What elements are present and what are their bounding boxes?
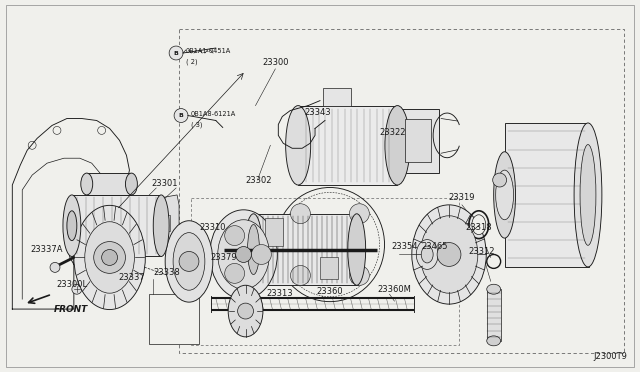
Ellipse shape [349,204,369,224]
Text: ( 2): ( 2) [186,59,198,65]
Text: ( 3): ( 3) [191,121,202,128]
Bar [397,109,439,173]
Text: 23301: 23301 [151,179,177,187]
Circle shape [237,303,253,319]
Circle shape [179,251,199,271]
Ellipse shape [74,205,145,310]
Ellipse shape [385,106,410,185]
Text: 23354: 23354 [391,242,418,251]
Text: B: B [173,51,179,55]
Ellipse shape [81,173,93,195]
Circle shape [174,109,188,122]
Ellipse shape [416,240,438,269]
Text: 23313: 23313 [266,289,293,298]
Ellipse shape [574,123,602,267]
Circle shape [493,173,507,187]
Bar [266,218,284,246]
Text: 23343: 23343 [305,108,332,117]
Ellipse shape [165,221,213,302]
Bar [487,289,500,341]
Bar [320,257,338,279]
Ellipse shape [125,173,138,195]
Text: 23465: 23465 [422,242,449,251]
Polygon shape [149,195,179,247]
Text: 23318: 23318 [465,223,492,232]
Bar [179,29,624,353]
Ellipse shape [84,222,134,293]
Bar [87,173,131,195]
Text: J2300T9: J2300T9 [594,352,628,361]
Bar [504,124,589,267]
Ellipse shape [412,205,486,304]
Circle shape [93,241,125,273]
Circle shape [225,263,244,283]
Ellipse shape [349,266,369,285]
Ellipse shape [228,285,263,337]
Ellipse shape [218,220,269,289]
Ellipse shape [421,246,433,263]
Ellipse shape [173,232,205,290]
Text: 23337: 23337 [118,273,145,282]
Ellipse shape [291,266,310,285]
Ellipse shape [210,210,277,299]
Ellipse shape [291,204,310,224]
Bar [405,119,431,162]
Ellipse shape [348,214,365,285]
Ellipse shape [248,225,259,275]
Ellipse shape [472,215,486,235]
Bar [323,88,351,106]
Bar [72,195,161,256]
Text: 23312: 23312 [468,247,495,256]
Text: 23379: 23379 [211,253,237,262]
Ellipse shape [580,145,596,245]
Bar [149,294,199,344]
Text: 23319: 23319 [449,193,475,202]
Text: 23337A: 23337A [31,245,63,254]
Text: 23322: 23322 [380,128,406,137]
Text: 23300L: 23300L [56,280,88,289]
Ellipse shape [493,152,516,238]
Ellipse shape [67,211,77,241]
Circle shape [437,243,461,266]
Text: 23300: 23300 [262,58,289,67]
Bar [154,215,170,231]
Ellipse shape [420,216,478,293]
Ellipse shape [153,195,169,256]
Ellipse shape [285,106,310,185]
Ellipse shape [63,195,81,256]
Circle shape [252,244,271,264]
Text: 23360: 23360 [317,287,343,296]
Bar [298,106,397,185]
Text: 0B1A1-0451A: 0B1A1-0451A [186,48,231,54]
Ellipse shape [487,336,500,346]
Circle shape [236,247,252,262]
Text: 0B1A8-6121A: 0B1A8-6121A [191,110,236,116]
Text: 23338: 23338 [154,268,180,277]
Circle shape [225,226,244,246]
Text: FRONT: FRONT [54,305,88,314]
Text: 23310: 23310 [200,223,226,232]
Text: 23360M: 23360M [378,285,412,294]
Text: 23302: 23302 [245,176,272,185]
Ellipse shape [244,214,262,285]
Circle shape [169,46,183,60]
Circle shape [102,250,118,265]
Ellipse shape [495,170,513,220]
Circle shape [72,284,82,294]
Bar [191,198,459,345]
Ellipse shape [487,284,500,294]
Bar [253,214,358,285]
Text: B: B [179,113,184,118]
Circle shape [50,262,60,272]
